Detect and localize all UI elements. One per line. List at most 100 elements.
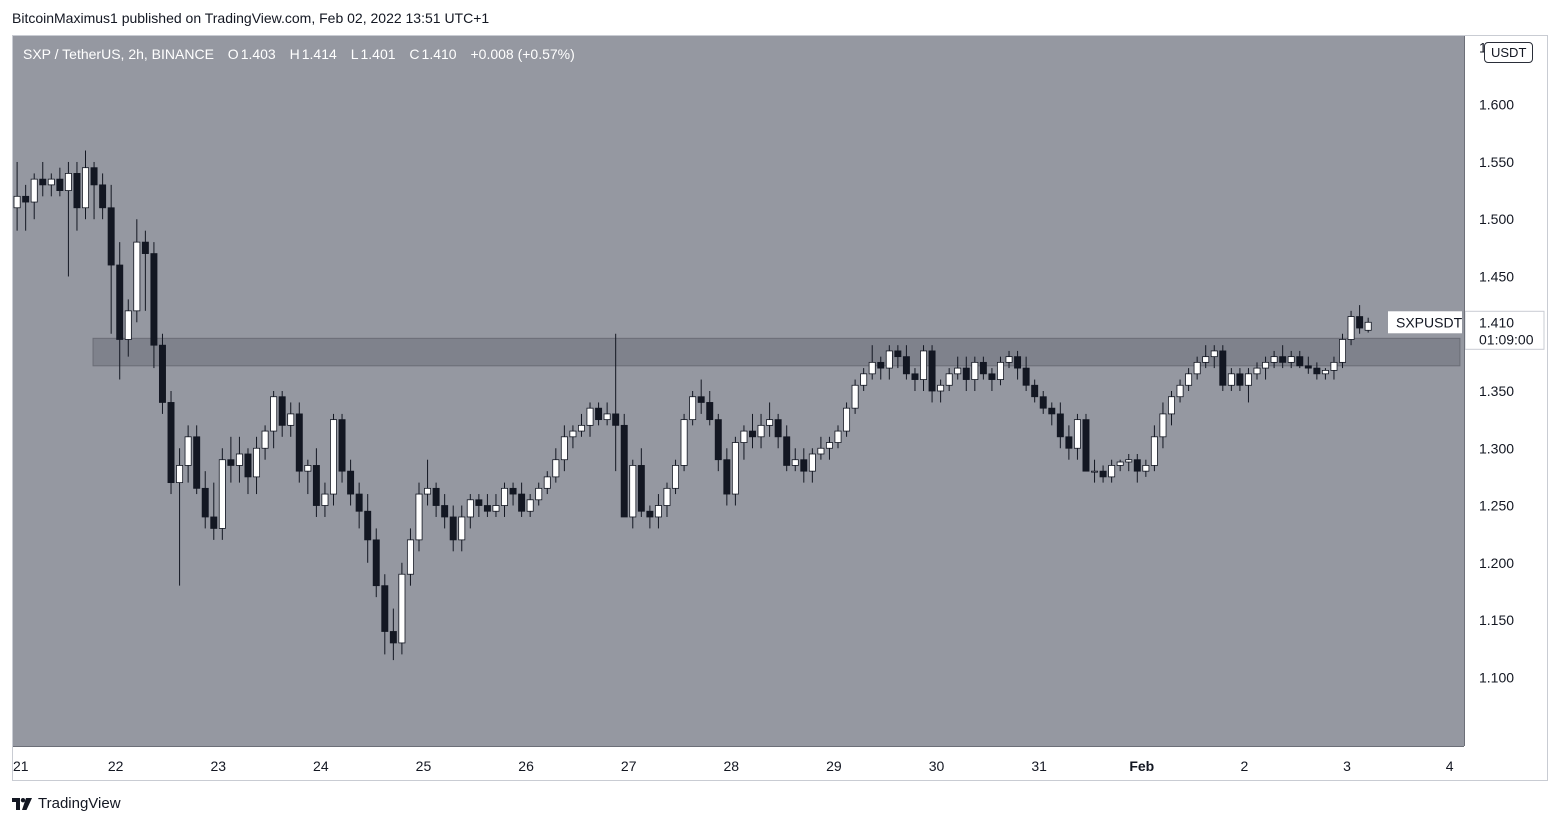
time-tick-label: 23 [210,758,226,774]
candle-body [509,487,517,495]
candle [218,448,226,540]
currency-button[interactable]: USDT [1484,42,1534,63]
candle-body [1321,369,1329,375]
candle [475,494,483,517]
time-tick-label: 29 [826,758,842,774]
symbol-tag [1388,311,1462,334]
plot-area[interactable]: SXPUSDT [13,36,1464,746]
candle [962,356,970,391]
candle-body [928,350,936,392]
candle-body [954,367,962,375]
candle [99,173,107,220]
candle-body [1116,461,1124,466]
candle-body [1022,367,1030,386]
candle [1108,459,1116,483]
candle-body [338,419,346,472]
candle [834,425,842,449]
time-tick-label: 2 [1241,758,1249,774]
candle [817,436,825,460]
price-tick-label: 1.550 [1479,154,1514,170]
candle [894,345,902,369]
candle-body [774,419,782,438]
candle [150,242,158,369]
candle [706,391,714,426]
time-tick-label: Feb [1129,758,1154,774]
candle [1150,425,1158,472]
candle-body [321,493,329,506]
candle-body [654,505,662,518]
candle [1330,356,1338,380]
candle-body [1339,339,1346,363]
candle-body [697,396,705,403]
candle [355,482,363,529]
candle [64,161,72,277]
price-axis[interactable]: 1.1001.1501.2001.2501.3001.3501.4001.450… [1464,36,1547,746]
candle [1244,368,1252,403]
candle [577,413,585,437]
candle [338,413,346,483]
candle-body [1330,361,1338,371]
candle-body [483,505,491,512]
candle-body [1185,373,1193,386]
candle [1176,379,1184,403]
candle-body [971,361,979,380]
time-axis[interactable]: 21 22 23 24 25 26 27 28 29 30 31 Feb 2 3 4 [13,746,1464,780]
candle-body [492,505,500,512]
candle [595,402,603,426]
candle-body [1227,373,1235,386]
candle [253,436,261,495]
legend-close-label: C [409,46,420,62]
candle [612,333,620,472]
candle [663,482,671,517]
candle [800,448,808,483]
candle-body [646,510,654,518]
price-tick-label: 1.200 [1479,555,1514,571]
candle-body [218,459,226,529]
candle-body [22,195,30,203]
candle-body [372,539,380,587]
candle [227,436,235,483]
candle-body [441,505,449,518]
published-line: BitcoinMaximus1 published on TradingView… [12,10,490,26]
candle [270,391,278,449]
candle-body [458,516,466,541]
candle [1347,310,1355,346]
candle [843,402,851,437]
candle [1202,345,1210,369]
candle-body [1091,470,1099,473]
candle-body [312,465,320,506]
candle [167,391,175,495]
legend-high: 1.414 [301,46,337,62]
time-axis-labels: 21 22 23 24 25 26 27 28 29 30 31 Feb 2 3 4 [13,758,1454,774]
candle-body [902,356,910,375]
candle [1364,317,1372,333]
candle [347,459,355,506]
candle [1014,350,1022,380]
candle-body [466,499,474,518]
candle [979,356,987,380]
candle [586,402,594,437]
footer-brand: TradingView [38,795,121,812]
candle [937,379,945,403]
legend-symbol: SXP / TetherUS, 2h, BINANCE [23,46,214,62]
candle-body [714,419,722,461]
candle-body [996,361,1004,380]
candle-body [13,195,21,209]
candle-body [825,442,833,449]
candle [877,356,885,380]
candle [1073,413,1081,460]
candle-body [47,178,55,186]
candle [501,482,508,517]
candle-body [577,424,585,432]
candle-body [235,453,243,466]
candle-body [1065,436,1073,449]
candle-body [637,465,645,512]
candle [432,482,440,517]
candle [1065,425,1073,460]
legend-low: 1.401 [360,46,396,62]
candle [825,436,833,460]
candle-body [920,350,927,380]
candle [184,425,192,483]
candle-body [518,493,526,512]
tradingview-logo[interactable]: TradingView [12,795,121,812]
